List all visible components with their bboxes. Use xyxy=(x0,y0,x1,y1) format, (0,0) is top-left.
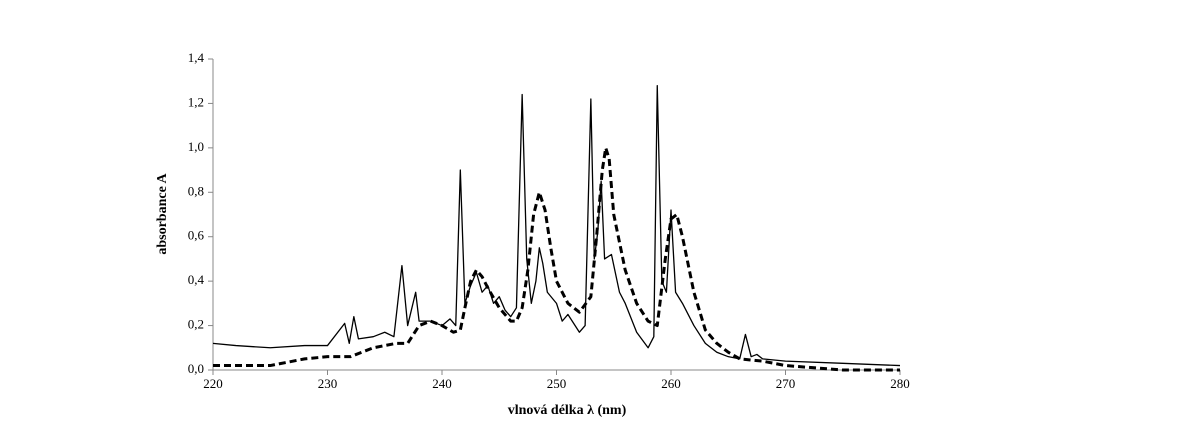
y-tick-label: 0,2 xyxy=(188,317,204,332)
x-tick-label: 280 xyxy=(890,376,910,391)
x-tick-label: 230 xyxy=(318,376,338,391)
x-tick-label: 240 xyxy=(432,376,452,391)
data-line xyxy=(213,146,900,372)
x-axis-title: vlnová délka λ (nm) xyxy=(508,403,627,418)
y-axis-title: absorbance A xyxy=(155,172,170,254)
x-tick-label: 220 xyxy=(203,376,223,391)
x-tick-label: 270 xyxy=(776,376,796,391)
y-tick-label: 0,8 xyxy=(188,183,204,198)
y-tick-label: 0,0 xyxy=(188,361,204,376)
data-line xyxy=(212,85,901,367)
y-tick-label: 0,6 xyxy=(188,228,205,243)
y-tick-label: 0,4 xyxy=(188,272,205,287)
x-tick-label: 250 xyxy=(547,376,567,391)
x-tick-label: 260 xyxy=(661,376,681,391)
y-tick-label: 1,2 xyxy=(188,94,204,109)
y-tick-label: 1,0 xyxy=(188,139,204,154)
y-tick-label: 1,4 xyxy=(188,50,205,65)
